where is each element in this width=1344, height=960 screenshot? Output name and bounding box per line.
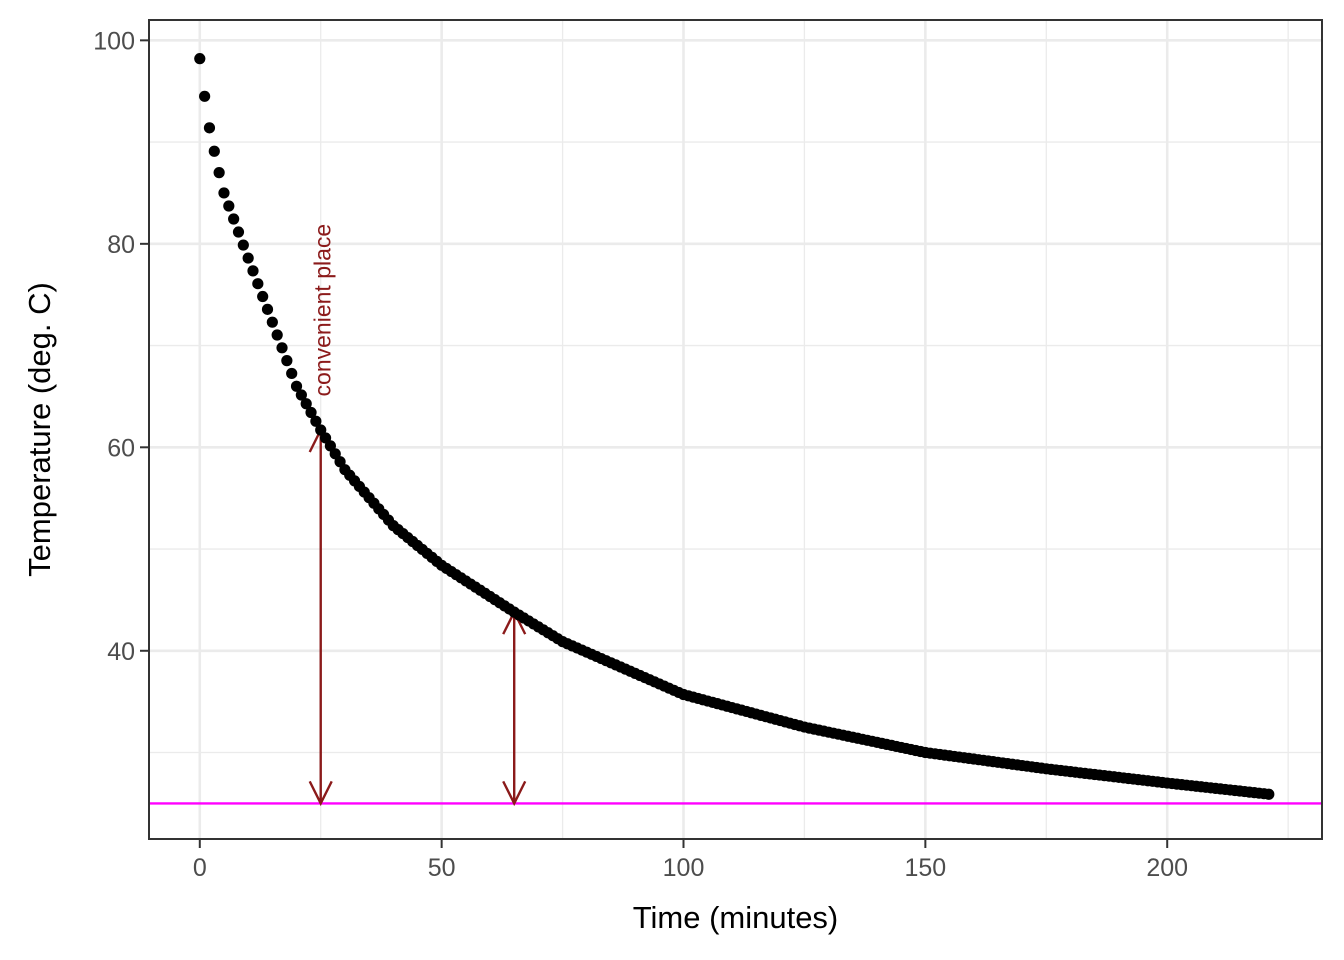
y-axis-title: Temperature (deg. C) xyxy=(22,282,57,577)
data-point xyxy=(237,239,249,251)
data-point xyxy=(286,367,298,380)
data-point xyxy=(194,53,206,65)
panel-border xyxy=(148,19,1323,840)
data-point xyxy=(295,389,307,401)
x-axis-ticks: 0 50 100 150 200 xyxy=(193,839,1188,882)
annotation-texts: convenient place xyxy=(310,224,336,397)
double-arrow xyxy=(502,609,527,807)
x-tick-label: 150 xyxy=(904,854,946,882)
data-point xyxy=(218,187,230,199)
arrow-head-down xyxy=(502,780,527,807)
data-point xyxy=(203,122,216,134)
data-point xyxy=(257,290,269,303)
data-point xyxy=(213,167,225,179)
y-tick-label: 60 xyxy=(107,434,135,462)
annotation-text: convenient place xyxy=(310,224,336,397)
data-point xyxy=(305,406,317,419)
x-tick-label: 200 xyxy=(1146,854,1188,882)
data-point xyxy=(228,213,240,225)
annotation-arrows xyxy=(308,427,527,807)
data-point xyxy=(310,415,322,427)
data-point xyxy=(290,380,303,392)
minor-grid xyxy=(149,20,1322,839)
data-point xyxy=(208,145,220,157)
x-tick-label: 100 xyxy=(663,854,705,882)
x-tick-label: 0 xyxy=(193,854,207,882)
data-point xyxy=(252,278,264,290)
data-point xyxy=(232,226,245,238)
data-point xyxy=(271,329,283,341)
data-point xyxy=(223,200,235,212)
y-tick-label: 80 xyxy=(107,231,135,259)
data-point xyxy=(1263,788,1275,800)
double-arrow xyxy=(308,427,333,807)
data-point xyxy=(247,265,259,277)
data-point xyxy=(199,90,211,102)
data-point xyxy=(266,316,278,328)
data-point xyxy=(276,342,288,354)
data-points xyxy=(194,53,1275,800)
y-tick-label: 100 xyxy=(93,27,135,55)
data-point xyxy=(281,355,293,367)
y-tick-label: 40 xyxy=(107,638,135,666)
arrow-head-down xyxy=(308,780,333,807)
x-tick-label: 50 xyxy=(428,854,456,882)
data-point xyxy=(242,252,254,264)
x-axis-title: Time (minutes) xyxy=(633,900,839,935)
y-axis-ticks: 40 60 80 100 xyxy=(93,27,149,666)
data-point xyxy=(261,303,274,315)
major-grid xyxy=(149,20,1322,839)
data-point xyxy=(300,398,312,410)
